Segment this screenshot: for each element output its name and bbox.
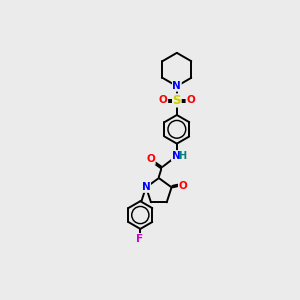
- Text: O: O: [159, 95, 168, 105]
- Text: O: O: [178, 181, 187, 191]
- Text: F: F: [136, 234, 143, 244]
- Text: N: N: [142, 182, 151, 192]
- Text: N: N: [172, 151, 180, 161]
- Text: O: O: [146, 154, 155, 164]
- Text: S: S: [172, 94, 181, 107]
- Text: H: H: [178, 151, 186, 161]
- Text: O: O: [186, 95, 195, 105]
- Text: N: N: [172, 81, 181, 91]
